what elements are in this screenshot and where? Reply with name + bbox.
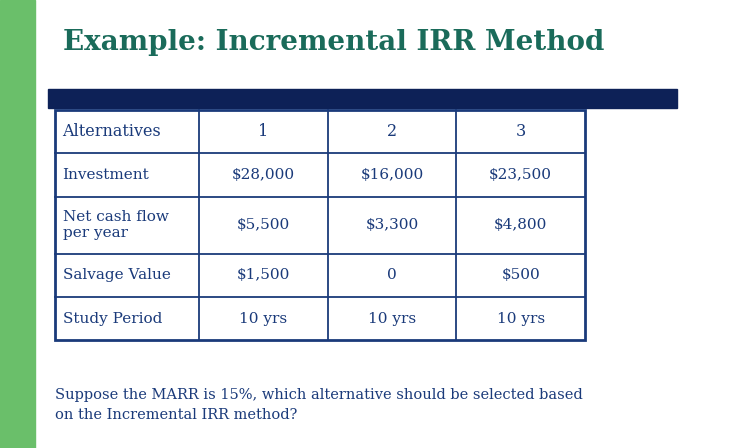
Text: $3,300: $3,300 (365, 218, 419, 232)
Text: $28,000: $28,000 (232, 168, 294, 182)
Text: Investment: Investment (63, 168, 149, 182)
Text: Suppose the MARR is 15%, which alternative should be selected based
on the Incre: Suppose the MARR is 15%, which alternati… (55, 388, 583, 422)
Text: 1: 1 (258, 123, 268, 140)
Text: 10 yrs: 10 yrs (368, 312, 416, 326)
Text: 0: 0 (387, 268, 397, 282)
Text: Study Period: Study Period (63, 312, 162, 326)
Text: 3: 3 (516, 123, 526, 140)
Text: 10 yrs: 10 yrs (497, 312, 545, 326)
Text: Alternatives: Alternatives (63, 123, 161, 140)
Text: $23,500: $23,500 (489, 168, 552, 182)
Text: $1,500: $1,500 (236, 268, 290, 282)
Text: Example: Incremental IRR Method: Example: Incremental IRR Method (63, 29, 604, 56)
Text: 10 yrs: 10 yrs (239, 312, 287, 326)
Text: $16,000: $16,000 (361, 168, 423, 182)
Text: Salvage Value: Salvage Value (63, 268, 171, 282)
Text: $4,800: $4,800 (494, 218, 548, 232)
Text: 2: 2 (387, 123, 397, 140)
Text: $500: $500 (501, 268, 540, 282)
Text: Net cash flow
per year: Net cash flow per year (63, 210, 169, 241)
Text: $5,500: $5,500 (236, 218, 290, 232)
